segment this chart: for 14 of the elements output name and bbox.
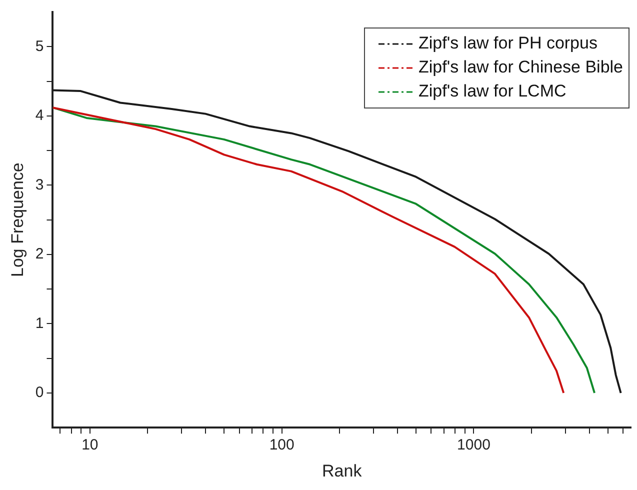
y-tick-label: 0	[35, 384, 44, 402]
y-tick-label: 5	[35, 38, 44, 55]
y-tick-label: 2	[35, 246, 44, 263]
x-tick-label: 10	[82, 436, 98, 454]
legend-label: Zipf's law for Chinese Bible	[418, 58, 623, 77]
y-tick-label: 1	[35, 314, 44, 332]
x-axis-title: Rank	[322, 461, 362, 480]
y-tick-label: 4	[35, 107, 44, 124]
legend-label: Zipf's law for LCMC	[418, 82, 566, 101]
y-axis-title: Log Frequence	[8, 162, 27, 277]
x-tick-label: 1000	[457, 436, 490, 454]
legend-label: Zipf's law for PH corpus	[418, 34, 598, 53]
x-tick-label: 100	[269, 436, 294, 454]
y-tick-label: 3	[35, 176, 44, 194]
